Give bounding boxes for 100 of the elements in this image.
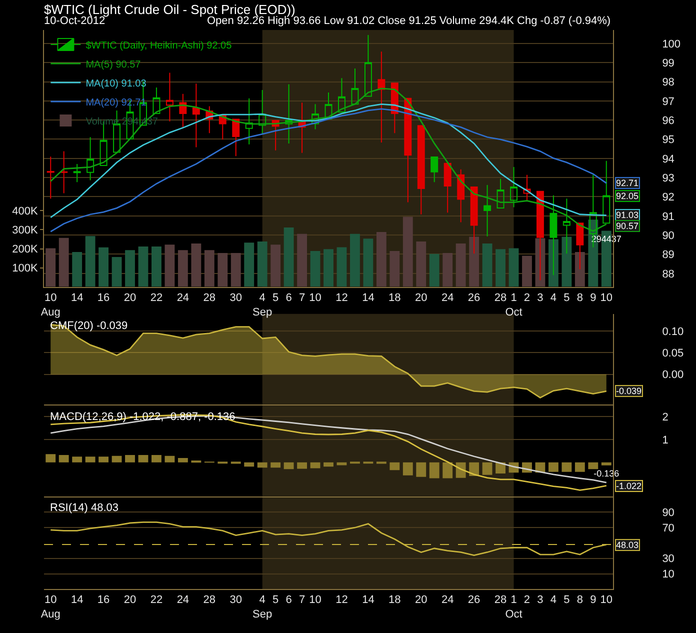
y-tick-label: 0.00 (662, 369, 684, 382)
x-tick-label: 1 Oct (505, 594, 522, 620)
bar (244, 242, 254, 287)
candlestick (152, 87, 160, 114)
candlestick (232, 118, 240, 157)
bar (324, 462, 334, 467)
bar (588, 462, 598, 470)
bar (58, 455, 69, 462)
candlestick (404, 98, 412, 203)
x-tick-label: 5 (272, 594, 279, 606)
bar (562, 236, 572, 287)
x-tick-label: 20 (415, 292, 428, 304)
bar (508, 248, 519, 287)
y-tick-label: 98 (662, 76, 674, 89)
y-tick-label: 2 (662, 412, 668, 424)
y-tick-label: 0.05 (662, 348, 684, 360)
bar (297, 462, 307, 469)
bar (310, 462, 320, 468)
bar (72, 252, 82, 287)
x-tick-label: 20 (415, 594, 428, 606)
bar (601, 462, 612, 466)
x-tick-label: 16 (97, 292, 110, 304)
y-tick-label: 0.10 (662, 326, 684, 338)
x-tick-label: 12 (336, 594, 348, 606)
x-tick-label: 2 (524, 292, 530, 304)
candlestick (86, 136, 94, 181)
bar (562, 462, 572, 472)
x-tick-label: 10 (309, 594, 322, 606)
x-tick-label: 12 (336, 292, 348, 304)
y-tick-label: 100 (662, 38, 681, 50)
x-tick-label: 4 Sep (252, 594, 272, 620)
bar (442, 252, 453, 287)
bar (416, 242, 426, 287)
y2-tick-label: 200K (12, 244, 38, 256)
y2-tick-label: 300K (12, 224, 38, 237)
y-tick-label: 92 (662, 192, 674, 204)
bar (270, 462, 281, 468)
y-tick-label: 95 (662, 134, 674, 146)
bar (58, 238, 69, 287)
y-tick-label: 96 (662, 114, 674, 127)
bar (456, 462, 466, 478)
bar (125, 250, 135, 287)
candlestick (338, 78, 346, 113)
y2-tick-label: 100K (12, 262, 38, 275)
bar (284, 227, 294, 287)
candlestick (46, 156, 54, 200)
bar (112, 456, 122, 462)
x-tick-label: 24 (176, 594, 190, 606)
x-tick-label: 6 (286, 594, 292, 606)
candlestick (444, 162, 452, 214)
bar (164, 244, 175, 287)
x-tick-label: 14 (362, 292, 374, 304)
bar (257, 462, 268, 468)
candlestick (192, 83, 200, 148)
x-tick-label: 24 (176, 292, 190, 304)
text: RSI(14) 48.03 (50, 502, 118, 514)
x-tick-label: 7 (298, 594, 306, 606)
x-tick-label: 18 (388, 292, 401, 304)
bar (284, 462, 294, 470)
text: 92.05 (616, 191, 639, 201)
data-label: 48.03 (616, 540, 639, 550)
data-label: -0.039 (616, 386, 642, 396)
data-label: -1.022 (616, 481, 642, 491)
x-tick-label: 5 (564, 292, 570, 304)
x-tick-label: 4 (550, 292, 557, 304)
bar (324, 249, 334, 287)
bar (85, 456, 96, 462)
x-tick-label: 24 (441, 292, 454, 304)
bar (257, 242, 268, 287)
candlestick (417, 125, 425, 215)
bar (98, 456, 109, 462)
x-tick-label: 14 (70, 594, 84, 606)
x-tick-label: 5 (564, 594, 570, 606)
candlestick (364, 34, 372, 97)
data-label: 90.57 (616, 221, 639, 231)
x-tick-label: 5 (272, 292, 279, 304)
candlestick (312, 104, 320, 130)
data-label: 92.71 (616, 178, 639, 188)
bar (548, 462, 558, 472)
y-tick-label: 93 (662, 172, 674, 184)
bar (72, 456, 82, 462)
x-tick-label: 26 (468, 594, 480, 606)
bar (376, 232, 386, 287)
bar (482, 462, 492, 475)
bar (429, 254, 440, 287)
bar (218, 252, 228, 287)
bar (390, 462, 400, 470)
y-tick-label: 1 (662, 434, 668, 446)
x-tick-label: 28 (494, 292, 507, 304)
legend-label: MA(5) 90.57 (86, 59, 142, 70)
candlestick (179, 93, 187, 128)
bar (85, 236, 96, 287)
data-label: 91.03 (616, 210, 639, 220)
bar (125, 455, 135, 462)
bar (363, 238, 374, 287)
x-tick-label: 24 (441, 594, 454, 606)
bar (482, 243, 492, 287)
candlestick (324, 92, 332, 120)
x-tick-label: 9 (590, 594, 596, 606)
y-tick-label: 89 (662, 249, 674, 262)
